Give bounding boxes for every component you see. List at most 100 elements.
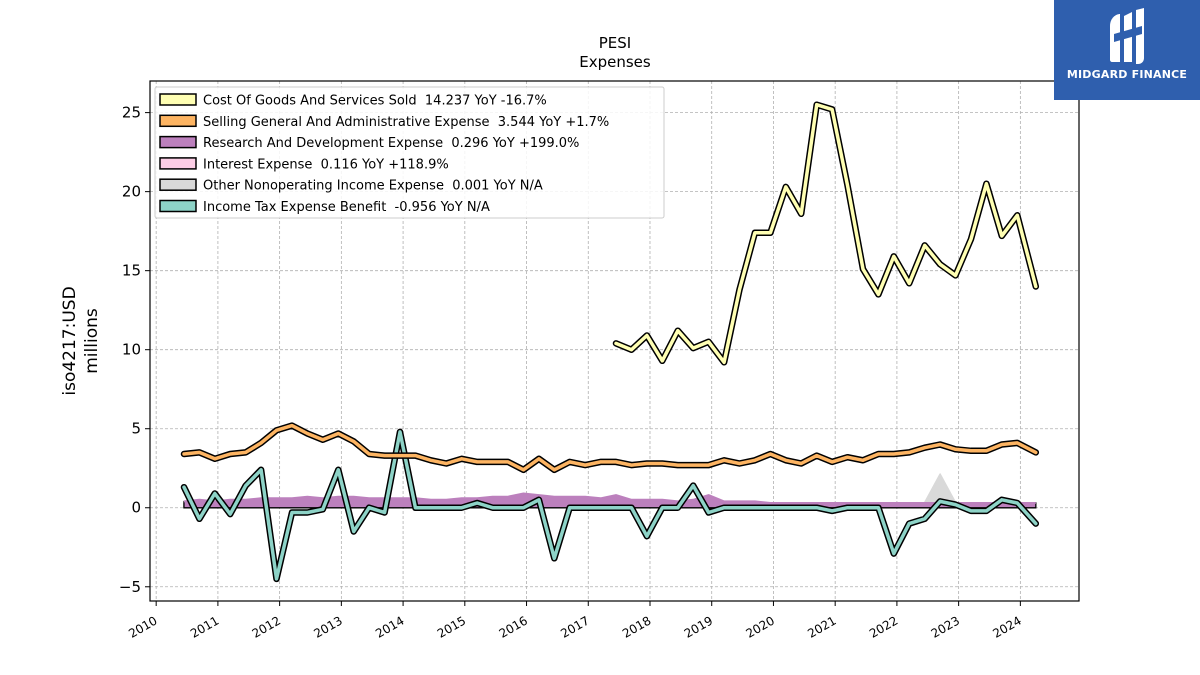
data-point-income-tax-expense-benefit <box>322 508 324 510</box>
data-point-income-tax-expense-benefit <box>476 502 478 504</box>
data-point-cost-of-goods-and-services-sold <box>816 104 818 106</box>
data-point-income-tax-expense-benefit <box>893 552 895 554</box>
data-point-research-and-development-expense <box>198 499 200 501</box>
data-point-selling-general-and-administrative-expense <box>985 450 987 452</box>
data-point-income-tax-expense-benefit <box>970 510 972 512</box>
data-point-research-and-development-expense <box>461 497 463 499</box>
data-point-research-and-development-expense <box>353 496 355 498</box>
data-point-research-and-development-expense <box>661 499 663 501</box>
brand-logo: MIDGARD FINANCE <box>1054 0 1200 100</box>
data-point-income-tax-expense-benefit <box>507 507 509 509</box>
y-tick-label: 5 <box>131 420 141 438</box>
data-point-cost-of-goods-and-services-sold <box>831 108 833 110</box>
data-point-cost-of-goods-and-services-sold <box>893 255 895 257</box>
data-point-income-tax-expense-benefit <box>260 469 262 471</box>
data-point-income-tax-expense-benefit <box>816 507 818 509</box>
y-tick-label: 0 <box>131 499 141 517</box>
data-point-selling-general-and-administrative-expense <box>491 461 493 463</box>
data-point-selling-general-and-administrative-expense <box>229 453 231 455</box>
data-point-research-and-development-expense <box>846 502 848 504</box>
data-point-selling-general-and-administrative-expense <box>677 464 679 466</box>
series-selling-general-and-administrative-expense <box>180 422 1040 474</box>
data-point-research-and-development-expense <box>569 496 571 498</box>
data-point-selling-general-and-administrative-expense <box>599 461 601 463</box>
data-point-research-and-development-expense <box>908 502 910 504</box>
data-point-selling-general-and-administrative-expense <box>893 453 895 455</box>
data-point-selling-general-and-administrative-expense <box>306 432 308 434</box>
data-point-income-tax-expense-benefit <box>291 511 293 513</box>
data-point-research-and-development-expense <box>1035 502 1037 504</box>
data-point-cost-of-goods-and-services-sold <box>877 293 879 295</box>
data-point-research-and-development-expense <box>970 502 972 504</box>
legend-swatch-selling-general-and-administrative-expense <box>159 114 197 128</box>
legend: Cost Of Goods And Services Sold 14.237 Y… <box>154 86 665 219</box>
data-point-income-tax-expense-benefit <box>661 507 663 509</box>
data-point-selling-general-and-administrative-expense <box>569 461 571 463</box>
data-point-selling-general-and-administrative-expense <box>353 440 355 442</box>
data-point-selling-general-and-administrative-expense <box>646 462 648 464</box>
data-point-income-tax-expense-benefit <box>553 557 555 559</box>
data-point-research-and-development-expense <box>816 502 818 504</box>
data-point-income-tax-expense-benefit <box>306 511 308 513</box>
data-point-research-and-development-expense <box>630 499 632 501</box>
data-point-selling-general-and-administrative-expense <box>800 462 802 464</box>
data-point-research-and-development-expense <box>275 497 277 499</box>
x-tick-label: 2010 <box>126 613 159 640</box>
legend-swatch-cost-of-goods-and-services-sold <box>159 93 197 106</box>
chart-subtitle: Expenses <box>579 53 651 71</box>
data-point-research-and-development-expense <box>229 499 231 501</box>
data-point-selling-general-and-administrative-expense <box>1016 442 1018 444</box>
x-tick-label: 2021 <box>805 613 838 640</box>
data-point-research-and-development-expense <box>368 497 370 499</box>
data-point-research-and-development-expense <box>183 500 185 502</box>
x-tick-label: 2014 <box>373 613 406 640</box>
data-point-income-tax-expense-benefit <box>677 507 679 509</box>
data-point-cost-of-goods-and-services-sold <box>862 268 864 270</box>
x-tick-label: 2022 <box>867 613 900 640</box>
data-point-income-tax-expense-benefit <box>1035 522 1037 524</box>
data-point-cost-of-goods-and-services-sold <box>924 244 926 246</box>
legend-box <box>154 86 665 219</box>
data-point-income-tax-expense-benefit <box>646 535 648 537</box>
data-point-cost-of-goods-and-services-sold <box>630 349 632 351</box>
data-point-research-and-development-expense <box>553 496 555 498</box>
x-tick-label: 2024 <box>990 613 1023 640</box>
data-point-research-and-development-expense <box>615 494 617 496</box>
data-point-income-tax-expense-benefit <box>785 507 787 509</box>
data-point-selling-general-and-administrative-expense <box>368 453 370 455</box>
data-point-selling-general-and-administrative-expense <box>383 454 385 456</box>
data-point-research-and-development-expense <box>985 502 987 504</box>
data-point-research-and-development-expense <box>584 496 586 498</box>
data-point-income-tax-expense-benefit <box>414 507 416 509</box>
data-point-income-tax-expense-benefit <box>692 484 694 486</box>
data-point-selling-general-and-administrative-expense <box>831 461 833 463</box>
data-point-cost-of-goods-and-services-sold <box>846 184 848 186</box>
data-point-research-and-development-expense <box>723 500 725 502</box>
legend-label-interest-expense: Interest Expense 0.116 YoY +118.9% <box>203 157 449 172</box>
data-point-research-and-development-expense <box>862 502 864 504</box>
data-point-income-tax-expense-benefit <box>954 503 956 505</box>
data-point-research-and-development-expense <box>599 497 601 499</box>
data-point-research-and-development-expense <box>831 502 833 504</box>
series-income-tax-expense-benefit <box>180 428 1040 583</box>
data-point-selling-general-and-administrative-expense <box>337 432 339 434</box>
y-tick-label: 25 <box>122 104 141 122</box>
data-point-research-and-development-expense <box>692 499 694 501</box>
data-point-cost-of-goods-and-services-sold <box>954 274 956 276</box>
data-point-selling-general-and-administrative-expense <box>430 459 432 461</box>
data-point-research-and-development-expense <box>245 499 247 501</box>
data-point-cost-of-goods-and-services-sold <box>692 347 694 349</box>
x-tick-label: 2017 <box>558 613 591 640</box>
data-point-cost-of-goods-and-services-sold <box>707 341 709 343</box>
legend-label-selling-general-and-administrative-expense: Selling General And Administrative Expen… <box>203 115 609 130</box>
y-axis-label-units: millions <box>82 308 102 374</box>
data-point-research-and-development-expense <box>306 496 308 498</box>
data-point-income-tax-expense-benefit <box>769 507 771 509</box>
data-point-income-tax-expense-benefit <box>353 530 355 532</box>
data-point-cost-of-goods-and-services-sold <box>800 213 802 215</box>
y-tick-label: 10 <box>122 341 141 359</box>
data-point-income-tax-expense-benefit <box>198 518 200 520</box>
data-point-income-tax-expense-benefit <box>383 511 385 513</box>
data-point-income-tax-expense-benefit <box>337 469 339 471</box>
legend-swatch-interest-expense <box>159 157 197 170</box>
